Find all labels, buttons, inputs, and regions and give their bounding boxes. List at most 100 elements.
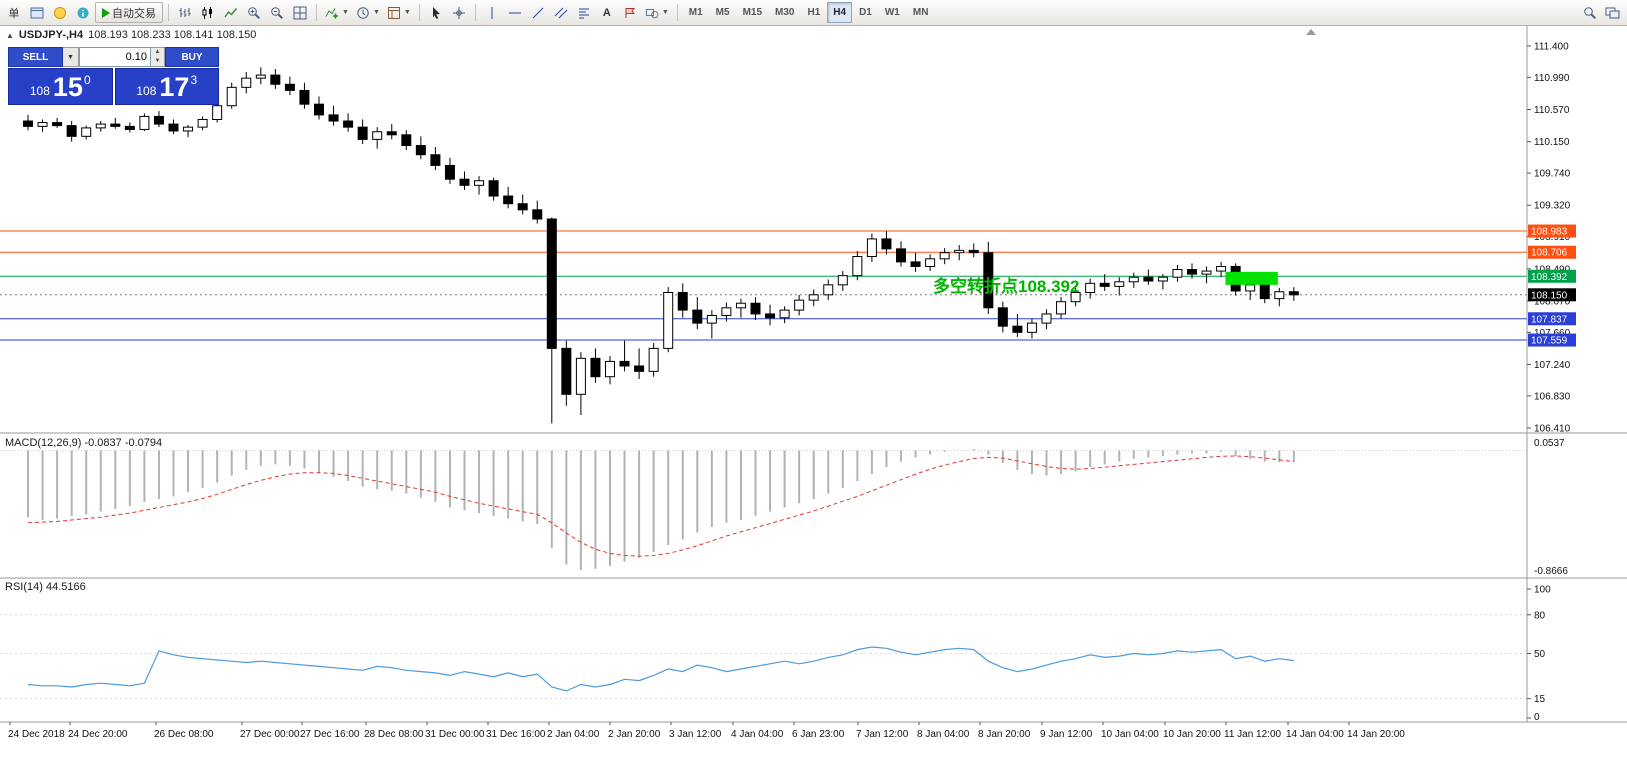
timeframe-mn[interactable]: MN: [912, 7, 929, 18]
chart-text-annotation: 多空转折点108.392: [933, 277, 1080, 296]
macd-histogram: [27, 449, 1295, 571]
volume-input[interactable]: 0.10: [79, 47, 151, 67]
crosshair-icon[interactable]: [448, 2, 470, 23]
collapse-trade-panel-icon[interactable]: ▲: [6, 30, 14, 40]
svg-text:27 Dec 16:00: 27 Dec 16:00: [300, 729, 360, 740]
main-toolbar: 单 自动交易 ▼ ▼ ▼: [0, 0, 1627, 26]
indicators-button[interactable]: ▼: [322, 2, 352, 23]
svg-text:15: 15: [1534, 694, 1546, 705]
vertical-line-icon[interactable]: [481, 2, 503, 23]
svg-text:108.392: 108.392: [1531, 272, 1568, 283]
timeframe-m30[interactable]: M30: [775, 7, 795, 18]
text-icon[interactable]: A: [596, 2, 618, 23]
autotrading-label: 自动交易: [112, 7, 156, 20]
time-scale[interactable]: 24 Dec 2018 24 Dec 20:00 26 Dec 08:00 27 De…: [8, 722, 1405, 740]
timeframe-group: M1 M5 M15 M30 H1 H4 D1 W1 MN: [683, 2, 935, 23]
svg-text:100: 100: [1534, 585, 1551, 596]
periods-button[interactable]: ▼: [353, 2, 383, 23]
candlestick-chart-icon[interactable]: [197, 2, 219, 23]
timeframe-m1[interactable]: M1: [688, 7, 703, 18]
candlesticks: [23, 67, 1299, 424]
svg-text:14 Jan 04:00: 14 Jan 04:00: [1286, 729, 1344, 740]
svg-text:4 Jan 04:00: 4 Jan 04:00: [731, 729, 784, 740]
horizontal-line-icon[interactable]: [504, 2, 526, 23]
buy-button[interactable]: BUY: [165, 47, 219, 67]
chevron-down-icon: ▼: [661, 9, 669, 16]
timeframe-d1[interactable]: D1: [859, 7, 872, 18]
svg-text:31 Dec 00:00: 31 Dec 00:00: [425, 729, 485, 740]
buy-price-main: 17: [159, 71, 190, 102]
svg-text:14 Jan 20:00: 14 Jan 20:00: [1347, 729, 1405, 740]
volume-stepper[interactable]: ▲ ▼: [151, 47, 165, 67]
chart-window-icon[interactable]: [26, 2, 48, 23]
timeframe-m15[interactable]: M15: [742, 7, 763, 18]
svg-text:28 Dec 08:00: 28 Dec 08:00: [364, 729, 424, 740]
macd-signal-line: [27, 455, 1294, 557]
svg-text:26 Dec 08:00: 26 Dec 08:00: [154, 729, 214, 740]
zoom-in-icon[interactable]: [243, 2, 265, 23]
price-scale[interactable]: 111.400 110.990 110.570 110.150 109.740 109.3…: [1527, 42, 1571, 435]
price-badges: 108.983 108.706 108.392 107.837 107.559 108.1…: [1528, 224, 1576, 347]
chart-shift-marker: [1306, 29, 1316, 35]
monitors-icon[interactable]: [1602, 2, 1624, 23]
new-order-label: 单: [8, 7, 20, 20]
svg-text:111.400: 111.400: [1534, 42, 1569, 53]
shapes-button[interactable]: ▼: [642, 2, 672, 23]
buy-price-button[interactable]: 108 17 3: [114, 68, 219, 105]
bar-chart-icon[interactable]: [174, 2, 196, 23]
spin-down-icon[interactable]: ▼: [154, 58, 161, 64]
sell-price-prefix: 108: [29, 84, 50, 98]
templates-button[interactable]: ▼: [384, 2, 414, 23]
zoom-out-icon[interactable]: [266, 2, 288, 23]
svg-text:108.910: 108.910: [1534, 232, 1571, 243]
timeframe-m5[interactable]: M5: [715, 7, 730, 18]
svg-text:110.990: 110.990: [1534, 73, 1570, 84]
svg-text:0: 0: [1534, 712, 1540, 723]
timeframe-h4[interactable]: H4: [827, 2, 853, 23]
one-click-trade-panel: SELL ▼ 0.10 ▲ ▼ BUY 108 15 0 108 17 3: [8, 47, 219, 105]
svg-text:106.830: 106.830: [1534, 391, 1571, 402]
svg-text:0.0537: 0.0537: [1534, 438, 1565, 449]
svg-text:50: 50: [1534, 649, 1546, 660]
toolbar-separator: [316, 4, 317, 21]
new-order-button[interactable]: 单: [3, 2, 25, 23]
svg-text:80: 80: [1534, 610, 1546, 621]
svg-text:108.490: 108.490: [1534, 264, 1571, 275]
autotrading-button[interactable]: 自动交易: [95, 2, 163, 23]
profiles-icon[interactable]: [49, 2, 71, 23]
label-icon[interactable]: [619, 2, 641, 23]
chevron-down-icon: ▼: [342, 9, 349, 16]
sell-button[interactable]: SELL: [8, 47, 63, 67]
channel-icon[interactable]: [550, 2, 572, 23]
sell-price-button[interactable]: 108 15 0: [8, 68, 113, 105]
svg-text:110.570: 110.570: [1534, 105, 1570, 116]
tile-windows-icon[interactable]: [289, 2, 311, 23]
timeframe-w1[interactable]: W1: [884, 7, 900, 18]
rsi-line: [27, 646, 1294, 692]
line-chart-icon[interactable]: [220, 2, 242, 23]
spin-up-icon[interactable]: ▲: [154, 49, 161, 55]
timeframe-h1[interactable]: H1: [807, 7, 821, 18]
svg-text:7 Jan 12:00: 7 Jan 12:00: [856, 729, 909, 740]
svg-text:109.320: 109.320: [1534, 201, 1571, 212]
buy-price-pip: 3: [190, 73, 198, 87]
svg-text:108.983: 108.983: [1531, 227, 1568, 238]
toolbar-separator: [676, 4, 678, 21]
trade-options-dropdown[interactable]: ▼: [63, 47, 79, 67]
svg-text:107.559: 107.559: [1531, 336, 1568, 347]
trendline-icon[interactable]: [527, 2, 549, 23]
svg-text:10 Jan 20:00: 10 Jan 20:00: [1163, 729, 1221, 740]
fibonacci-icon[interactable]: [573, 2, 595, 23]
svg-text:24 Dec 2018: 24 Dec 2018: [8, 729, 65, 740]
sell-price-pip: 0: [83, 73, 91, 87]
cursor-icon[interactable]: [425, 2, 447, 23]
svg-text:107.660: 107.660: [1534, 328, 1571, 339]
toolbar-separator: [168, 4, 169, 21]
svg-text:9 Jan 12:00: 9 Jan 12:00: [1040, 729, 1093, 740]
info-icon[interactable]: [72, 2, 94, 23]
svg-text:11 Jan 12:00: 11 Jan 12:00: [1224, 729, 1282, 740]
green-zone-rect[interactable]: [1225, 271, 1278, 285]
search-icon[interactable]: [1579, 2, 1601, 23]
svg-text:107.240: 107.240: [1534, 360, 1571, 371]
chart-canvas[interactable]: 111.400 110.990 110.570 110.150 109.740 109.3…: [0, 26, 1627, 768]
